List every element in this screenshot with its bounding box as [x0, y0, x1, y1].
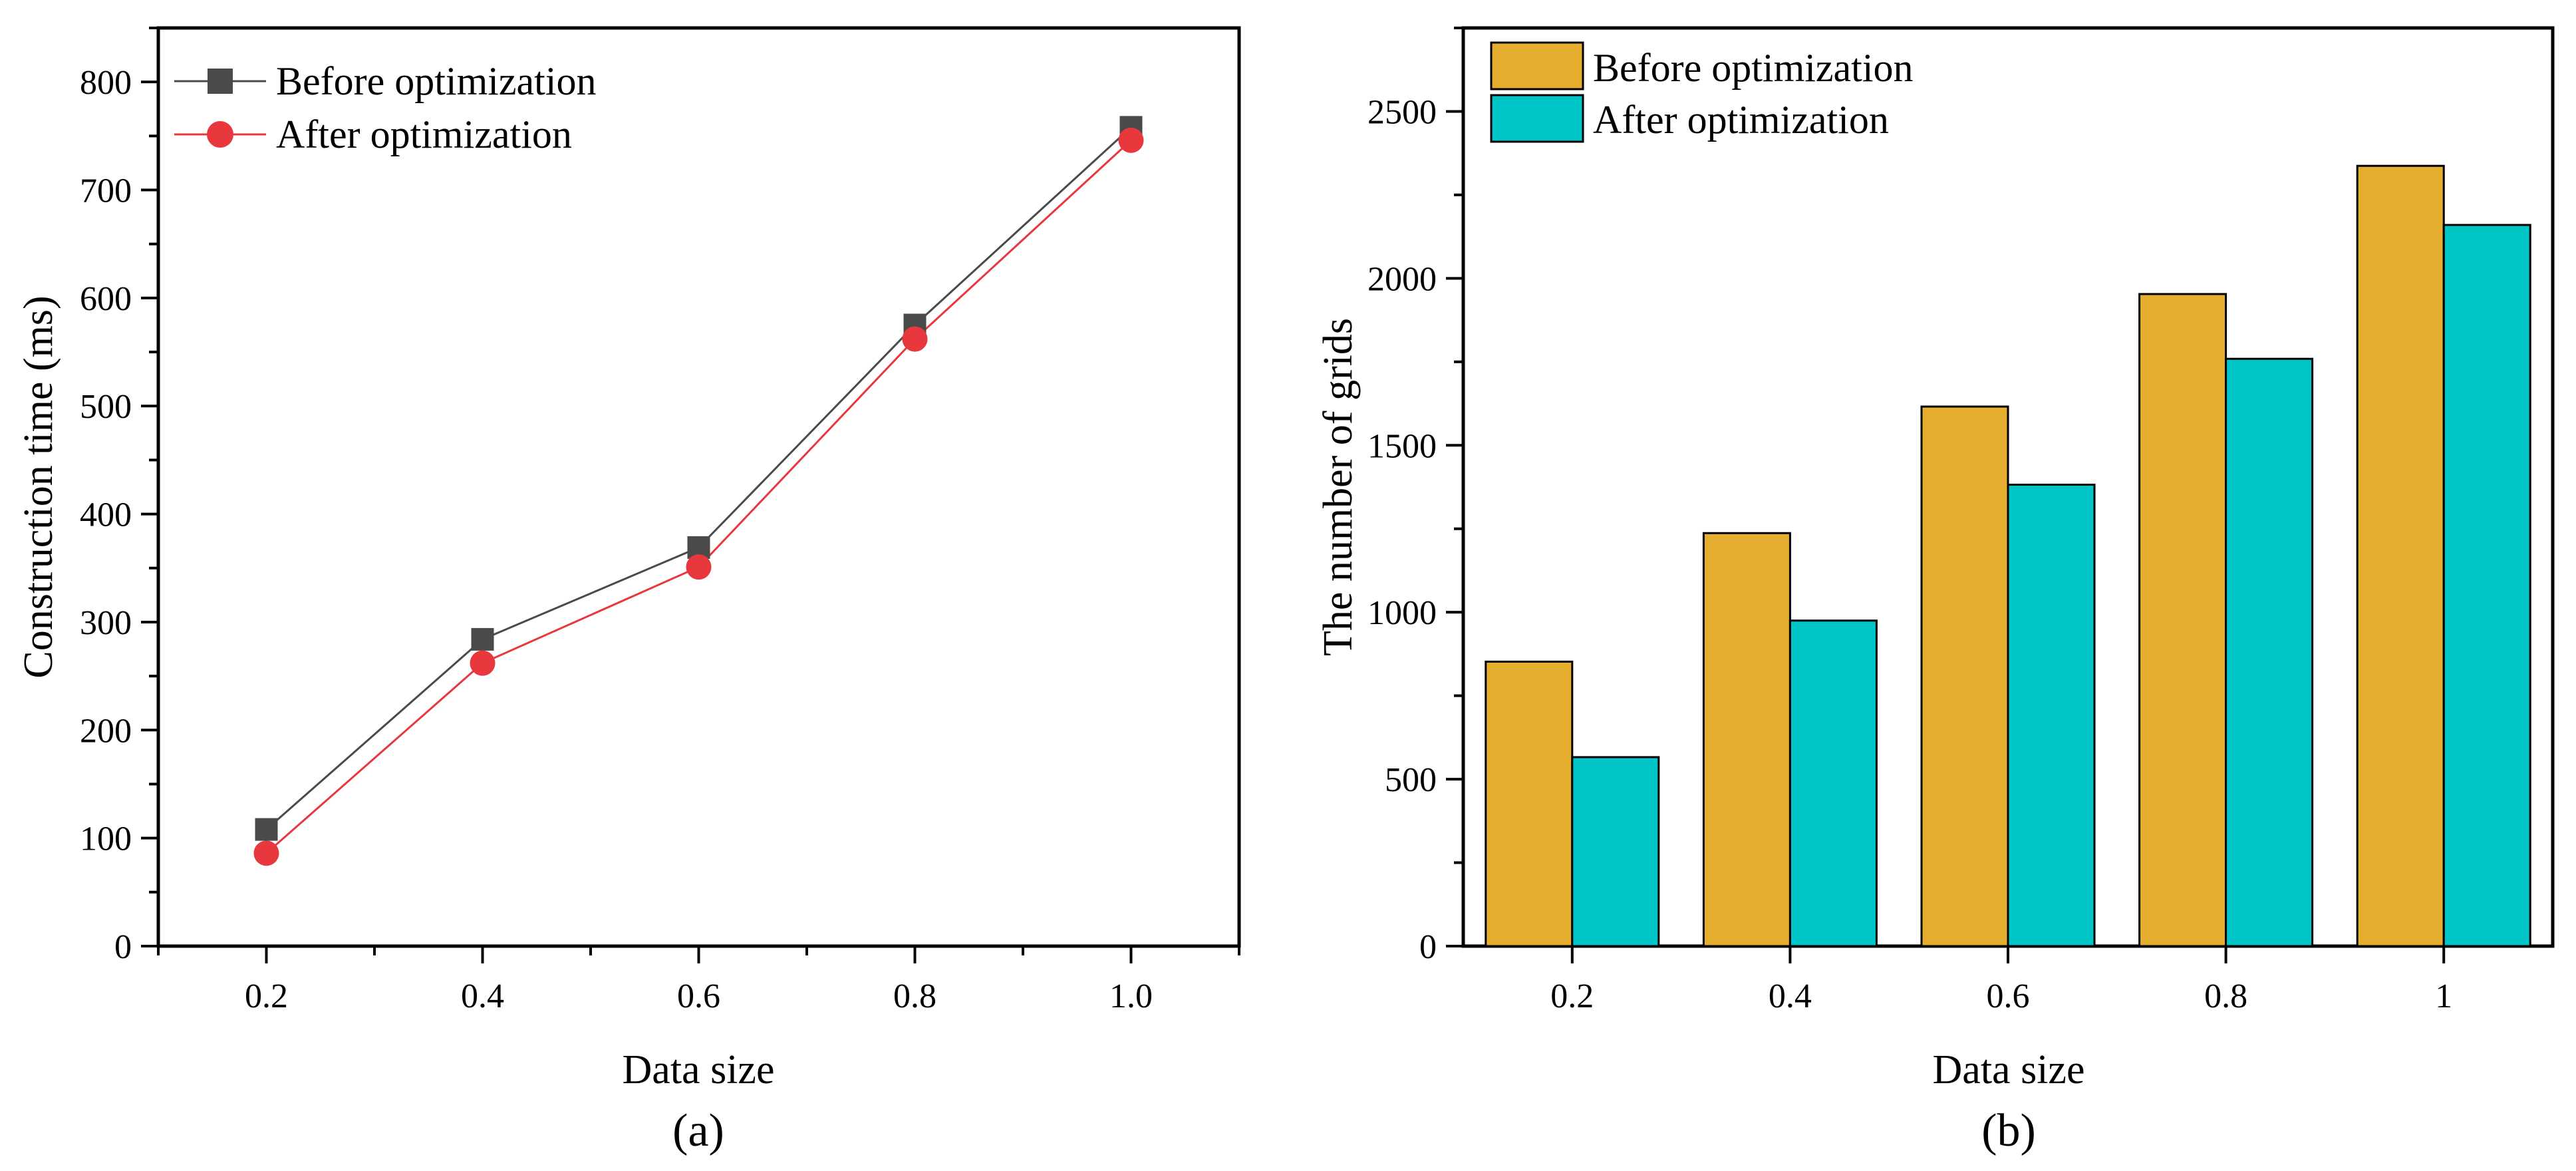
legend-label-before: Before optimization: [1593, 46, 1914, 90]
y-tick-label: 300: [80, 604, 132, 642]
x-tick-label: 0.8: [2204, 977, 2247, 1015]
x-tick-label: 0.4: [461, 977, 504, 1015]
data-point-before: [255, 818, 278, 841]
bar-before: [2356, 164, 2445, 947]
x-axis-ticks: 0.2 0.4 0.6 0.8 1.0: [157, 946, 1240, 1015]
legend-label-before: Before optimization: [276, 59, 597, 103]
y-tick-label: 1500: [1367, 427, 1437, 465]
y-tick-label: 400: [80, 496, 132, 534]
bar-before: [1702, 532, 1791, 947]
legend-marker-square: [208, 69, 233, 94]
y-axis-ticks: 0 500 1000 1500 2000 2500: [1367, 27, 1463, 966]
x-axis-title: Data size: [623, 1047, 775, 1092]
data-point-after: [253, 840, 279, 866]
bar-after: [1789, 619, 1878, 947]
plot-frame: [156, 26, 1241, 948]
x-tick-label: 1: [2435, 977, 2452, 1015]
x-tick-label: 0.6: [1987, 977, 2030, 1015]
x-tick-label: 0.6: [677, 977, 720, 1015]
y-tick-label: 2500: [1367, 93, 1437, 131]
y-tick-label: 600: [80, 280, 132, 318]
bar-before: [2138, 293, 2227, 947]
panel-label: (b): [1981, 1105, 2036, 1156]
data-point-after: [902, 326, 928, 352]
panel-label: (a): [672, 1105, 724, 1156]
bar-before: [1920, 405, 2009, 947]
x-axis-title: Data size: [1933, 1047, 2085, 1092]
data-point-after: [1118, 127, 1144, 153]
x-tick-label: 0.2: [245, 977, 288, 1015]
legend: Before optimization After optimization: [174, 59, 597, 156]
y-tick-label: 500: [1385, 761, 1437, 799]
y-axis-ticks: 0 100 200 300 400 500 600 700 800: [80, 27, 158, 966]
y-tick-label: 800: [80, 64, 132, 102]
bar-before: [1485, 660, 1574, 947]
data-point-after: [686, 554, 712, 580]
data-point-after: [470, 650, 496, 676]
series-group: [253, 116, 1144, 866]
y-axis-title: Construction time (ms): [16, 295, 61, 678]
legend-label-after: After optimization: [276, 112, 572, 156]
bars-group: [1485, 164, 2531, 947]
panel-b-bar-chart: 0 500 1000 1500 2000 2500 0.2 0.4 0.6 0.8 1 Befor…: [1316, 26, 2555, 1156]
legend-marker-circle: [207, 121, 233, 148]
bar-after: [2225, 357, 2314, 947]
x-tick-label: 0.2: [1550, 977, 1594, 1015]
y-tick-label: 100: [80, 820, 132, 858]
bar-after: [1571, 756, 1660, 947]
x-tick-label: 1.0: [1109, 977, 1153, 1015]
y-tick-label: 1000: [1367, 594, 1437, 632]
legend-swatch-before: [1490, 41, 1584, 90]
bar-after: [2442, 224, 2531, 947]
series-line-before: [265, 126, 1132, 830]
y-tick-label: 500: [80, 388, 132, 426]
y-tick-label: 700: [80, 172, 132, 210]
x-axis-ticks: 0.2 0.4 0.6 0.8 1: [1550, 946, 2452, 1015]
legend-label-after: After optimization: [1593, 98, 1889, 142]
panel-a-line-chart: 0 100 200 300 400 500 600 700 800 0.2 0.4 0.6 0.8 1.…: [16, 26, 1241, 1156]
x-tick-label: 0.4: [1769, 977, 1812, 1015]
legend-swatch-after: [1490, 94, 1584, 143]
data-point-before: [471, 627, 494, 651]
y-tick-label: 2000: [1367, 260, 1437, 298]
y-tick-label: 0: [1419, 928, 1437, 966]
y-tick-label: 200: [80, 712, 132, 750]
legend: Before optimization After optimization: [1490, 41, 1914, 143]
y-tick-label: 0: [114, 928, 132, 966]
bar-after: [2007, 483, 2096, 947]
x-tick-label: 0.8: [893, 977, 936, 1015]
y-axis-title: The number of grids: [1316, 318, 1361, 656]
